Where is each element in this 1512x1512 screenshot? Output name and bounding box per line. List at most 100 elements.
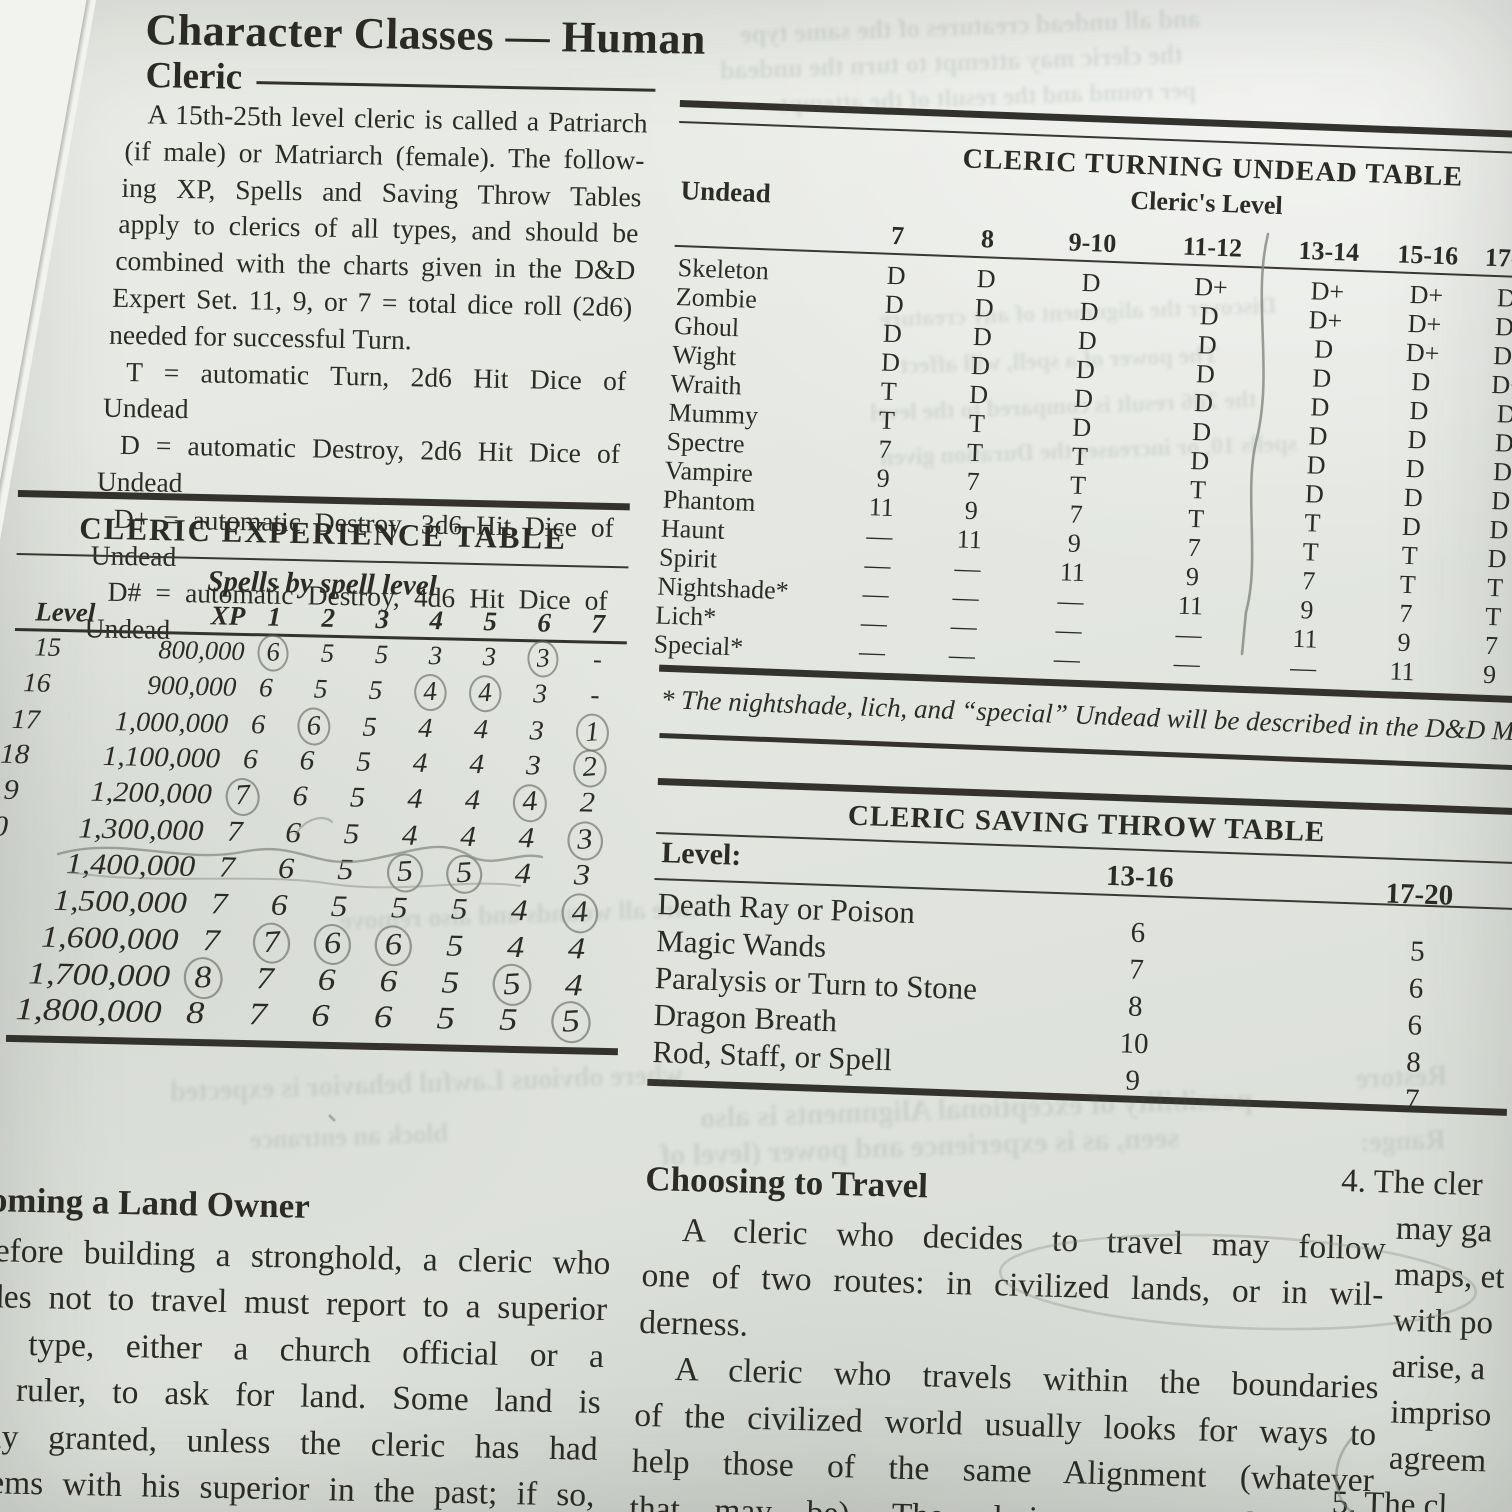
pencil-circled-value: 4 <box>468 674 503 714</box>
turning-result-cell: D <box>1403 482 1424 513</box>
spell-slot-cell: 5 <box>368 674 383 705</box>
turning-result-cell: D <box>884 289 905 320</box>
choosing-to-travel-section: Choosing to Travel A cleric who decides t… <box>629 1156 1388 1512</box>
spell-slot-cell: 7 <box>226 815 244 848</box>
cleric-saving-throw-table: CLERIC SAVING THROW TABLE Level: 13-16 1… <box>647 778 1512 1116</box>
turning-result-cell: D <box>880 347 901 378</box>
spell-slot-cell: 5 <box>343 818 360 851</box>
turning-result-cell: T <box>878 405 896 436</box>
saving-category-label: Rod, Staff, or Spell <box>651 1033 893 1078</box>
spell-slot-cell: 3 <box>532 678 548 709</box>
pencil-circled-value: 2 <box>571 748 608 789</box>
spell-slot-cell: 6 <box>277 852 295 886</box>
pencil-circled-value: 5 <box>444 853 484 895</box>
spell-slot-cell: 5 <box>434 853 494 895</box>
turning-result-cell: — <box>952 582 980 613</box>
pencil-circled-value: 5 <box>385 852 424 894</box>
xp-cell: 1,600,000 <box>40 919 179 957</box>
spell-slot-cell: 5 <box>390 891 408 925</box>
turning-result-cell: D <box>1401 511 1422 542</box>
exp-column-header: 2 <box>321 602 336 633</box>
spell-slot-cell: 7 <box>255 960 275 996</box>
level-cell: 15 <box>34 631 62 662</box>
turning-result-cell: D <box>886 260 907 291</box>
saving-category-label: Dragon Breath <box>653 997 838 1039</box>
turning-result-cell: T <box>1401 540 1419 571</box>
xp-cell: 1,000,000 <box>114 705 229 739</box>
turning-result-cell: T <box>1484 601 1502 632</box>
pencil-circled-value: 3 <box>565 820 604 862</box>
undead-column-header: Undead <box>680 175 772 209</box>
spell-slot-cell: 4 <box>412 747 428 779</box>
spell-slot-cell: 7 <box>214 776 272 817</box>
pencil-circled-value: 5 <box>549 1000 593 1045</box>
turning-result-cell: D+ <box>1409 279 1444 311</box>
turning-result-cell: D <box>976 264 997 294</box>
turning-result-cell: 9 <box>1396 627 1412 658</box>
spell-slot-cell: 6 <box>246 633 301 673</box>
spell-slot-cell: 4 <box>457 674 513 714</box>
exp-column-header: Level <box>35 596 96 628</box>
turning-result-cell: T <box>1486 572 1504 603</box>
level-cell: 20 <box>0 810 9 843</box>
turning-result-cell: D <box>1407 424 1427 455</box>
spell-slot-cell: 5 <box>313 673 328 704</box>
showthrough-text: block an entrance <box>249 1118 449 1155</box>
turning-result-cell: — <box>1173 648 1201 679</box>
heading-rule <box>255 81 656 92</box>
spell-slot-cell: 7 <box>248 996 268 1032</box>
land-owner-heading: Becoming a Land Owner <box>0 1178 311 1226</box>
spell-slot-cell: 6 <box>317 961 337 998</box>
experience-table-title: CLERIC EXPERIENCE TABLE <box>79 510 568 556</box>
turning-result-cell: D <box>972 321 993 352</box>
spell-slot-cell: 6 <box>270 888 288 922</box>
saving-table-body: Death Ray or Poison 6 5 Magic Wands 7 6 Paraly… <box>648 886 1512 1116</box>
spell-slot-cell: 4 <box>506 929 525 965</box>
showthrough-text: Range: <box>1359 1124 1447 1159</box>
pencil-circled-value: 6 <box>312 922 354 966</box>
turning-column-header: 13-14 <box>1298 235 1360 267</box>
spell-slot-cell: 6 <box>242 743 259 776</box>
turning-result-cell: D <box>1492 457 1512 487</box>
spell-slot-cell: 3 <box>573 859 591 892</box>
spell-slot-cell: 2 <box>561 748 618 789</box>
spell-slot-cell: 2 <box>579 787 596 819</box>
xp-cell: 1,500,000 <box>53 883 188 920</box>
spell-slot-cell: 4 <box>459 820 477 854</box>
spell-slot-cell: 3 <box>555 820 614 862</box>
spell-slot-cell: 6 <box>286 706 342 747</box>
level-cell: 17 <box>11 702 41 735</box>
xp-cell: 1,300,000 <box>77 812 204 848</box>
pencil-circled-value: 4 <box>413 673 448 713</box>
turning-result-cell: D <box>1490 486 1511 516</box>
turning-column-header: 17-20 <box>1484 242 1512 274</box>
exp-column-header: 7 <box>591 608 606 639</box>
turning-result-cell: 9 <box>964 495 979 526</box>
level-cell: 18 <box>0 738 30 771</box>
showthrough-text: and all undead creatures of the same typ… <box>739 3 1201 50</box>
spell-slot-cell: 8 <box>185 994 205 1031</box>
turning-result-cell: T <box>968 408 986 439</box>
turning-result-cell: D <box>974 292 995 323</box>
pencil-circled-value: 6 <box>296 706 332 747</box>
turning-result-cell: 7 <box>1484 630 1499 661</box>
turning-result-cell: — <box>865 521 893 552</box>
turning-column-header: 8 <box>980 224 995 254</box>
pencil-circled-value: 5 <box>491 962 533 1007</box>
level-cell: 22 <box>0 881 23 917</box>
spell-slot-cell: 4 <box>407 783 423 815</box>
turning-result-cell: — <box>858 636 886 667</box>
spell-slot-cell: 4 <box>510 893 529 928</box>
spell-slot-cell: 7 <box>218 851 236 884</box>
turning-result-cell: 7 <box>1398 598 1413 629</box>
turning-column-header: 11-12 <box>1182 231 1243 263</box>
pencil-circled-value: 7 <box>251 921 293 965</box>
showthrough-text: the cleric may attempt to turn the undea… <box>719 39 1184 86</box>
spell-slot-cell: 7 <box>210 887 228 921</box>
turning-result-cell: D <box>1494 428 1512 458</box>
spell-slot-cell: - <box>590 679 600 710</box>
saving-value-13-16: 9 <box>1124 1064 1141 1097</box>
turning-result-cell: D+ <box>1405 337 1440 368</box>
turning-result-cell: — <box>1053 644 1081 675</box>
spell-slot-cell: 6 <box>373 998 393 1035</box>
